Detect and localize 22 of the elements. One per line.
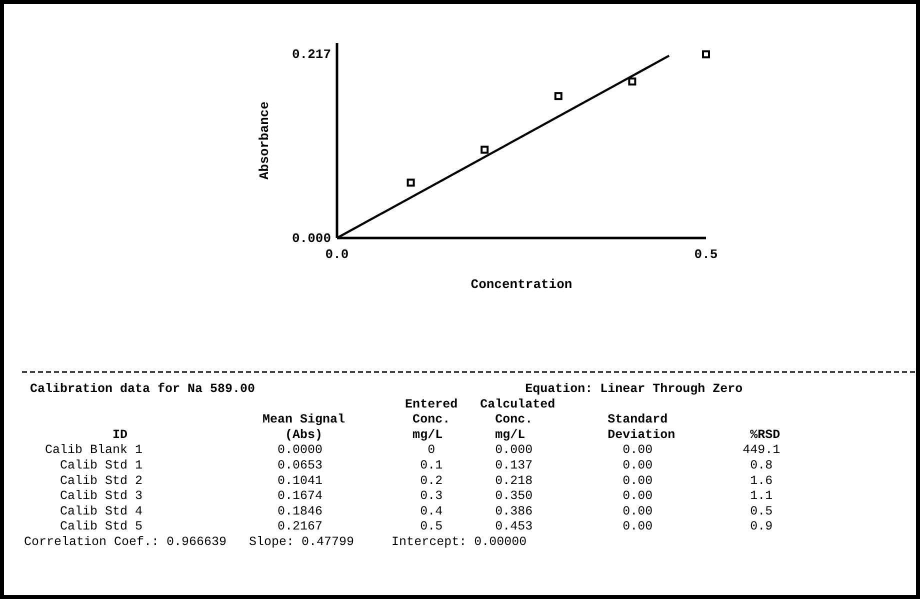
text: ID (Abs) mg/L mg/L Deviation %RSD [30, 428, 781, 442]
y-tick-label: 0.000 [292, 231, 332, 246]
y-tick-label: 0.217 [292, 47, 331, 62]
text: Calib Std 3 0.1674 0.3 0.350 0.00 1.1 [30, 489, 773, 504]
point [406, 178, 415, 187]
point [702, 50, 710, 58]
point [554, 92, 562, 100]
x-axis-title: Concentration [470, 277, 572, 292]
text: Entered Calculated [30, 397, 556, 412]
x-tick-label: 0.0 [325, 247, 349, 262]
x-tick-label: 0.5 [694, 247, 718, 262]
text: Calib Std 1 0.0653 0.1 0.137 0.00 0.8 [30, 458, 773, 472]
text: Calib Std 4 0.1846 0.4 0.386 0.00 0.5 [30, 504, 773, 518]
point [480, 146, 489, 154]
text: Calib Std 5 0.2167 0.5 0.453 0.00 0.9 [30, 520, 773, 534]
text: Correlation Coef.: 0.966639 Slope: 0.47799 Intercept: 0.00000 [24, 535, 527, 549]
text: Calibration data for Na 589.00 Equation: Linear Through Zero [30, 382, 743, 396]
point [628, 77, 636, 86]
text: Mean Signal Conc. Conc. Standard [30, 412, 668, 427]
y-axis-title: Absorbance [257, 101, 272, 180]
text: Calib Std 2 0.1041 0.2 0.218 0.00 1.6 [30, 474, 773, 488]
text: Calib Blank 1 0.0000 0 0.000 0.00 449.1 [30, 443, 780, 458]
